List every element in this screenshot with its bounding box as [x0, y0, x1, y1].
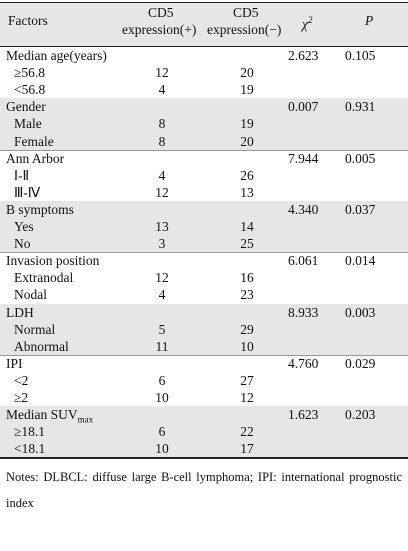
neg-count: 22: [240, 424, 254, 440]
chi2-value: 6.061: [288, 253, 319, 269]
group-title: Median age(years): [6, 48, 107, 63]
header-bg: [0, 2, 408, 46]
group-title: Gender: [6, 99, 46, 115]
header-rule: [0, 46, 408, 47]
p-value: 0.105: [345, 48, 376, 63]
group-title: Ann Arbor: [6, 150, 65, 166]
pos-count: 13: [155, 219, 169, 234]
header-neg-1: CD5: [233, 5, 259, 20]
row-label: Extranodal: [14, 270, 74, 286]
group-title: IPI: [6, 355, 23, 371]
group-bg: [0, 406, 408, 458]
row-label: <56.8: [14, 82, 46, 98]
row-label: Normal: [14, 321, 56, 337]
neg-count: 19: [240, 116, 254, 132]
group-title: Median SUVmax: [6, 407, 94, 425]
group-rule: [0, 252, 408, 253]
row-label: Male: [14, 116, 42, 132]
group-bg: [0, 200, 408, 253]
bottom-rule: [0, 457, 408, 459]
row-label: Female: [14, 133, 54, 149]
row-label: ≥2: [14, 390, 29, 405]
header-pos-1: CD5: [148, 5, 174, 20]
row-label: ≥56.8: [14, 65, 46, 81]
neg-count: 20: [240, 65, 254, 81]
p-value: 0.037: [345, 201, 376, 217]
p-value: 0.003: [345, 304, 376, 320]
neg-count: 19: [240, 82, 254, 98]
header-pos-2: expression(+): [122, 22, 197, 37]
neg-count: 23: [240, 287, 254, 303]
row-label: Ⅰ-Ⅱ: [14, 167, 30, 183]
group-bg: [0, 303, 408, 355]
pos-count: 6: [158, 424, 166, 440]
neg-count: 14: [240, 219, 254, 234]
header-chi-sup: 2: [307, 15, 313, 25]
row-label: Abnormal: [14, 338, 69, 354]
pos-count: 12: [155, 65, 169, 81]
pos-count: 4: [158, 82, 166, 98]
pos-count: 4: [158, 167, 166, 183]
chi2-value: 4.340: [288, 201, 319, 217]
header-p: P: [365, 13, 374, 28]
group-title: B symptoms: [6, 201, 74, 217]
pos-count: 4: [158, 287, 166, 303]
row-label: Yes: [14, 219, 34, 234]
chi2-value: 7.944: [288, 150, 319, 166]
pos-count: 6: [158, 372, 166, 388]
row-label: Ⅲ-Ⅳ: [14, 184, 41, 200]
pos-count: 8: [158, 133, 166, 149]
neg-count: 27: [240, 372, 254, 388]
neg-count: 16: [240, 270, 254, 286]
group-bg: [0, 98, 408, 150]
chi2-value: 4.760: [288, 355, 319, 371]
group-rule: [0, 354, 408, 356]
p-value: 0.014: [345, 253, 376, 269]
group-title: LDH: [6, 304, 34, 320]
neg-count: 13: [240, 184, 254, 200]
neg-count: 26: [240, 167, 254, 183]
header-neg-2: expression(−): [207, 22, 282, 37]
p-value: 0.005: [345, 150, 376, 166]
chi2-value: 1.623: [288, 407, 319, 423]
row-label: <2: [14, 372, 29, 388]
pos-count: 3: [158, 236, 166, 252]
notes: Notes: DLBCL: diffuse large B-cell lymph…: [6, 470, 402, 511]
group-title-sub: max: [77, 414, 94, 425]
p-value: 0.029: [345, 355, 376, 371]
chi2-value: 0.007: [288, 99, 319, 115]
pos-count: 11: [155, 338, 169, 354]
row-label: No: [14, 236, 31, 252]
row-label: Nodal: [14, 287, 47, 303]
group-title: Invasion position: [6, 253, 100, 269]
header-chi: χ2: [302, 15, 313, 32]
p-value: 0.203: [345, 407, 376, 423]
top-rule: [0, 2, 408, 4]
group-rule: [0, 149, 408, 151]
header-factors: Factors: [8, 13, 48, 28]
p-value: 0.931: [345, 99, 376, 115]
pos-count: 5: [158, 321, 166, 337]
row-label: <18.1: [14, 441, 46, 457]
pos-count: 10: [155, 390, 169, 405]
pos-count: 12: [155, 270, 169, 286]
pos-count: 8: [158, 116, 166, 132]
chi2-value: 2.623: [288, 48, 319, 63]
neg-count: 10: [240, 338, 254, 354]
neg-count: 20: [240, 133, 254, 149]
neg-count: 29: [240, 321, 254, 337]
row-label: ≥18.1: [14, 424, 46, 440]
neg-count: 17: [240, 441, 254, 457]
pos-count: 12: [155, 184, 169, 200]
neg-count: 12: [240, 390, 254, 405]
pos-count: 10: [155, 441, 169, 457]
chi2-value: 8.933: [288, 304, 319, 320]
neg-count: 25: [240, 236, 254, 252]
